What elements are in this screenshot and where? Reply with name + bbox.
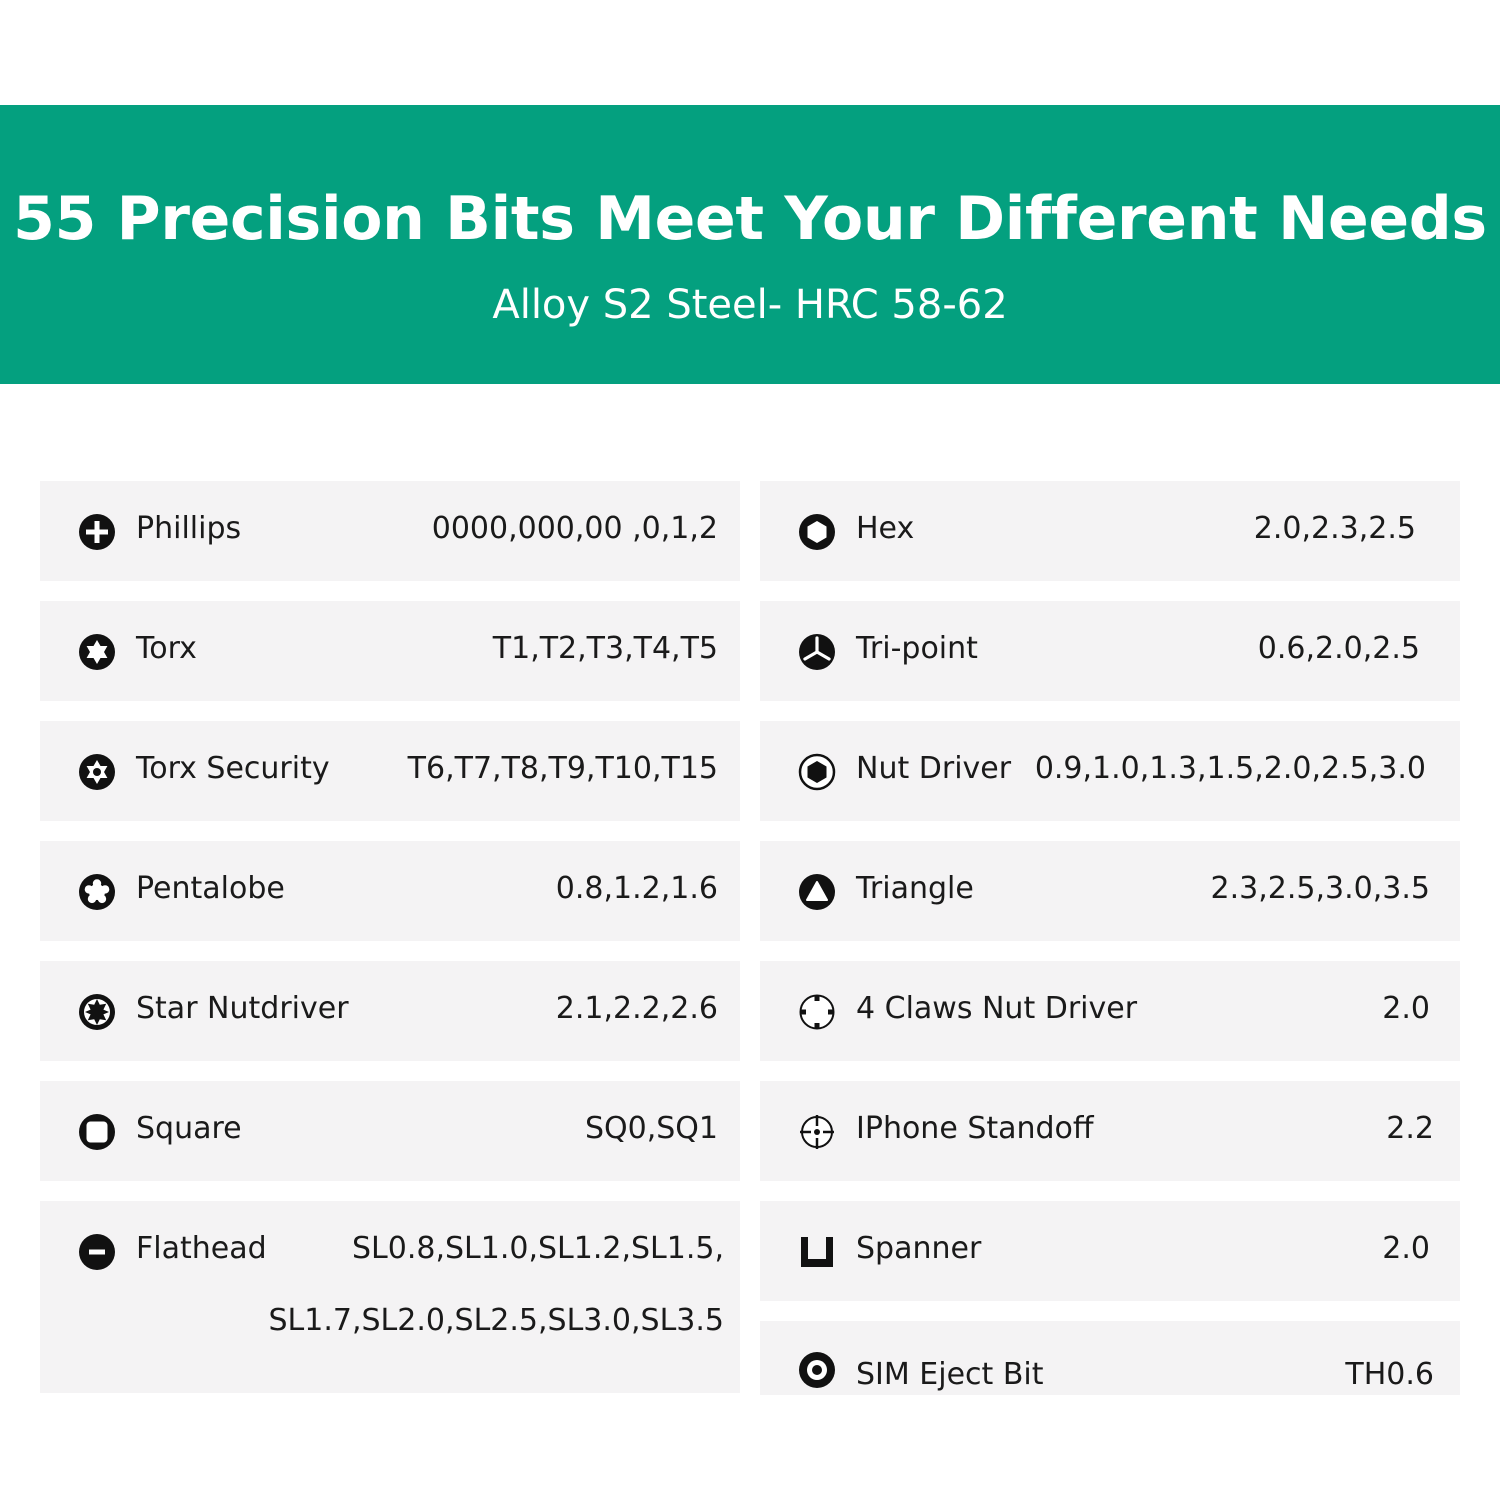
- spanner-icon: [798, 1233, 836, 1271]
- page-subtitle: Alloy S2 Steel- HRC 58-62: [492, 282, 1008, 328]
- bit-sizes: 2.0: [1382, 1231, 1430, 1266]
- bit-row-torx-security: Torx Security T6,T7,T8,T9,T10,T15: [40, 721, 740, 821]
- bit-row-torx: Torx T1,T2,T3,T4,T5: [40, 601, 740, 701]
- bit-name: Hex: [856, 511, 915, 546]
- bit-name: IPhone Standoff: [856, 1111, 1094, 1146]
- bit-name: Nut Driver: [856, 751, 1012, 786]
- bit-row-star-nutdriver: Star Nutdriver 2.1,2.2,2.6: [40, 961, 740, 1061]
- bit-sizes-line2: SL1.7,SL2.0,SL2.5,SL3.0,SL3.5: [268, 1303, 724, 1338]
- bit-name: Torx Security: [136, 751, 330, 786]
- bit-row-square: Square SQ0,SQ1: [40, 1081, 740, 1181]
- bit-row-nut-driver: Nut Driver 0.9,1.0,1.3,1.5,2.0,2.5,3.0: [760, 721, 1460, 821]
- bit-sizes: TH0.6: [1345, 1357, 1434, 1392]
- bit-sizes: 2.0: [1382, 991, 1430, 1026]
- torx-icon: [78, 633, 116, 671]
- bit-row-phillips: Phillips 0000,000,00 ,0,1,2: [40, 481, 740, 581]
- bit-row-tri-point: Tri-point 0.6,2.0,2.5: [760, 601, 1460, 701]
- bit-row-sim-eject-bit: SIM Eject Bit TH0.6: [760, 1321, 1460, 1395]
- bit-sizes: SQ0,SQ1: [584, 1111, 718, 1146]
- bit-sizes: 0.9,1.0,1.3,1.5,2.0,2.5,3.0: [1034, 751, 1426, 786]
- bit-name: 4 Claws Nut Driver: [856, 991, 1138, 1026]
- hex-icon: [798, 513, 836, 551]
- bit-row-spanner: Spanner 2.0: [760, 1201, 1460, 1301]
- bit-row-hex: Hex 2.0,2.3,2.5: [760, 481, 1460, 581]
- triangle-icon: [798, 873, 836, 911]
- sim-eject-icon: [798, 1351, 836, 1389]
- bit-sizes: SL0.8,SL1.0,SL1.2,SL1.5,: [351, 1231, 724, 1266]
- bit-row-iphone-standoff: IPhone Standoff 2.2: [760, 1081, 1460, 1181]
- bit-name: Phillips: [136, 511, 242, 546]
- bit-name: Flathead: [136, 1231, 267, 1266]
- bit-name: Square: [136, 1111, 242, 1146]
- bit-name: Torx: [136, 631, 197, 666]
- bit-table-right: Hex 2.0,2.3,2.5 Tri-point 0.6,2.0,2.5 Nu…: [760, 481, 1460, 1415]
- bit-name: Triangle: [856, 871, 974, 906]
- bit-row-4-claws-nut-driver: 4 Claws Nut Driver 2.0: [760, 961, 1460, 1061]
- four-claws-icon: [798, 993, 836, 1031]
- bit-name: SIM Eject Bit: [856, 1357, 1044, 1392]
- square-icon: [78, 1113, 116, 1151]
- bit-sizes: T6,T7,T8,T9,T10,T15: [407, 751, 718, 786]
- bit-sizes: 0.8,1.2,1.6: [555, 871, 718, 906]
- bit-name: Tri-point: [856, 631, 978, 666]
- bit-sizes: 0.6,2.0,2.5: [1257, 631, 1420, 666]
- bit-name: Star Nutdriver: [136, 991, 349, 1026]
- bit-sizes: 2.0,2.3,2.5: [1253, 511, 1416, 546]
- tri-point-icon: [798, 633, 836, 671]
- bit-row-triangle: Triangle 2.3,2.5,3.0,3.5: [760, 841, 1460, 941]
- bit-row-flathead: Flathead SL0.8,SL1.0,SL1.2,SL1.5, SL1.7,…: [40, 1201, 740, 1393]
- bit-sizes: 2.3,2.5,3.0,3.5: [1210, 871, 1430, 906]
- bit-sizes: 0000,000,00 ,0,1,2: [431, 511, 718, 546]
- header-banner: 55 Precision Bits Meet Your Different Ne…: [0, 105, 1500, 384]
- nut-driver-icon: [798, 753, 836, 791]
- bit-sizes: T1,T2,T3,T4,T5: [492, 631, 718, 666]
- bit-sizes: 2.2: [1386, 1111, 1434, 1146]
- pentalobe-icon: [78, 873, 116, 911]
- star-nutdriver-icon: [78, 993, 116, 1031]
- bit-name: Spanner: [856, 1231, 982, 1266]
- phillips-icon: [78, 513, 116, 551]
- bit-table-left: Phillips 0000,000,00 ,0,1,2 Torx T1,T2,T…: [40, 481, 740, 1413]
- bit-name: Pentalobe: [136, 871, 285, 906]
- bit-row-pentalobe: Pentalobe 0.8,1.2,1.6: [40, 841, 740, 941]
- flathead-icon: [78, 1233, 116, 1271]
- page-title: 55 Precision Bits Meet Your Different Ne…: [13, 184, 1487, 254]
- bit-sizes: 2.1,2.2,2.6: [555, 991, 718, 1026]
- torx-security-icon: [78, 753, 116, 791]
- iphone-standoff-icon: [798, 1113, 836, 1151]
